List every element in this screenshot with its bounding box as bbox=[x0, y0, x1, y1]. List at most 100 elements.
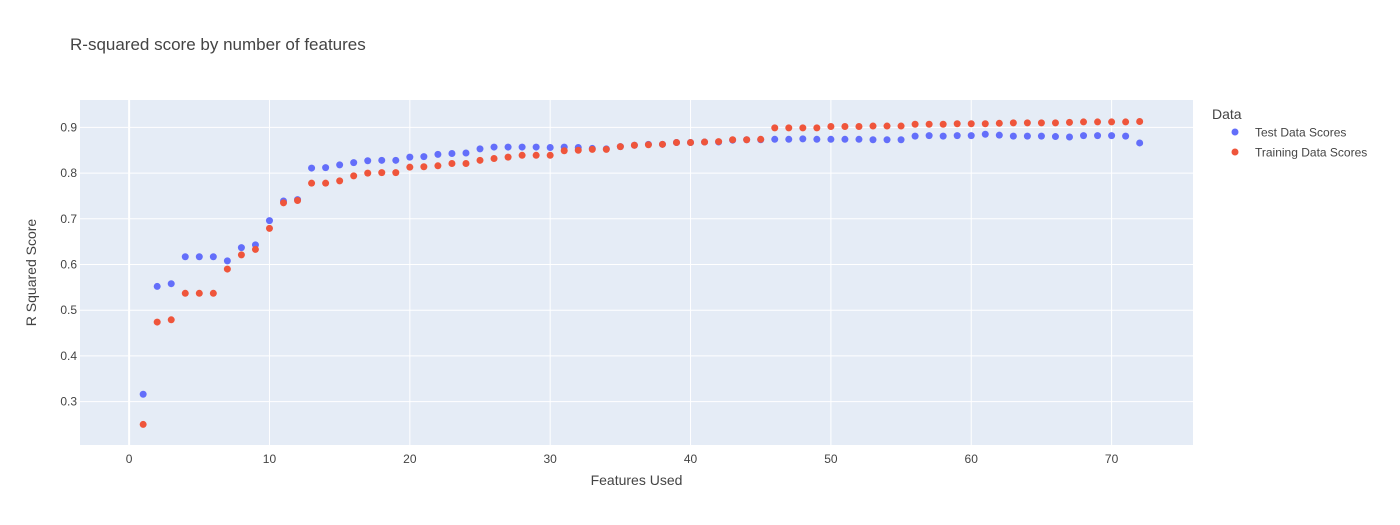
train-point[interactable] bbox=[1023, 119, 1031, 127]
train-point[interactable] bbox=[462, 160, 470, 168]
train-point[interactable] bbox=[827, 123, 835, 131]
train-point[interactable] bbox=[588, 145, 596, 153]
test-point[interactable] bbox=[364, 157, 372, 165]
test-point[interactable] bbox=[1108, 132, 1116, 140]
test-point[interactable] bbox=[406, 153, 414, 161]
test-point[interactable] bbox=[518, 143, 526, 151]
train-point[interactable] bbox=[981, 120, 989, 128]
train-point[interactable] bbox=[799, 124, 807, 132]
test-point[interactable] bbox=[925, 132, 933, 140]
test-point[interactable] bbox=[153, 282, 161, 290]
train-point[interactable] bbox=[1122, 118, 1130, 126]
train-point[interactable] bbox=[490, 154, 498, 162]
test-point[interactable] bbox=[167, 280, 175, 288]
train-point[interactable] bbox=[939, 120, 947, 128]
train-point[interactable] bbox=[883, 122, 891, 130]
train-point[interactable] bbox=[855, 123, 863, 131]
test-point[interactable] bbox=[1065, 133, 1073, 141]
train-point[interactable] bbox=[925, 120, 933, 128]
train-point[interactable] bbox=[771, 124, 779, 132]
test-point[interactable] bbox=[448, 149, 456, 157]
test-point[interactable] bbox=[827, 135, 835, 143]
train-point[interactable] bbox=[518, 151, 526, 159]
train-point[interactable] bbox=[1037, 119, 1045, 127]
train-point[interactable] bbox=[350, 172, 358, 180]
train-point[interactable] bbox=[364, 169, 372, 177]
legend-item-test[interactable]: Test Data Scores bbox=[1231, 126, 1347, 140]
train-point[interactable] bbox=[322, 179, 330, 187]
test-point[interactable] bbox=[967, 132, 975, 140]
train-point[interactable] bbox=[1051, 119, 1059, 127]
test-point[interactable] bbox=[897, 136, 905, 144]
train-point[interactable] bbox=[785, 124, 793, 132]
train-point[interactable] bbox=[1080, 118, 1088, 126]
train-point[interactable] bbox=[448, 160, 456, 168]
train-point[interactable] bbox=[630, 141, 638, 149]
test-point[interactable] bbox=[265, 217, 273, 225]
test-point[interactable] bbox=[490, 143, 498, 151]
train-point[interactable] bbox=[841, 123, 849, 131]
train-point[interactable] bbox=[967, 120, 975, 128]
test-point[interactable] bbox=[799, 135, 807, 143]
train-point[interactable] bbox=[476, 156, 484, 164]
train-point[interactable] bbox=[434, 162, 442, 170]
train-point[interactable] bbox=[1136, 117, 1144, 125]
test-point[interactable] bbox=[195, 253, 203, 261]
test-point[interactable] bbox=[223, 257, 231, 265]
train-point[interactable] bbox=[195, 289, 203, 297]
train-point[interactable] bbox=[532, 151, 540, 159]
plot-area[interactable] bbox=[80, 100, 1193, 445]
test-point[interactable] bbox=[420, 153, 428, 161]
train-point[interactable] bbox=[897, 122, 905, 130]
test-point[interactable] bbox=[981, 130, 989, 138]
test-point[interactable] bbox=[1080, 132, 1088, 140]
test-point[interactable] bbox=[181, 253, 189, 261]
train-point[interactable] bbox=[869, 122, 877, 130]
train-point[interactable] bbox=[139, 420, 147, 428]
test-point[interactable] bbox=[1051, 133, 1059, 141]
train-point[interactable] bbox=[308, 179, 316, 187]
train-point[interactable] bbox=[1108, 118, 1116, 126]
train-point[interactable] bbox=[644, 141, 652, 149]
test-point[interactable] bbox=[378, 156, 386, 164]
train-point[interactable] bbox=[658, 140, 666, 148]
train-point[interactable] bbox=[616, 143, 624, 151]
test-point[interactable] bbox=[855, 135, 863, 143]
train-point[interactable] bbox=[392, 169, 400, 177]
test-point[interactable] bbox=[462, 149, 470, 157]
test-point[interactable] bbox=[350, 159, 358, 167]
test-point[interactable] bbox=[139, 390, 147, 398]
train-point[interactable] bbox=[420, 163, 428, 171]
train-point[interactable] bbox=[995, 119, 1003, 127]
train-point[interactable] bbox=[237, 251, 245, 259]
train-point[interactable] bbox=[546, 151, 554, 159]
test-point[interactable] bbox=[336, 161, 344, 169]
test-point[interactable] bbox=[237, 244, 245, 252]
test-point[interactable] bbox=[1023, 132, 1031, 140]
test-point[interactable] bbox=[995, 131, 1003, 139]
train-point[interactable] bbox=[715, 138, 723, 146]
train-point[interactable] bbox=[406, 163, 414, 171]
test-point[interactable] bbox=[546, 144, 554, 152]
test-point[interactable] bbox=[504, 143, 512, 151]
train-point[interactable] bbox=[378, 169, 386, 177]
train-point[interactable] bbox=[911, 120, 919, 128]
test-point[interactable] bbox=[953, 132, 961, 140]
train-point[interactable] bbox=[251, 245, 259, 253]
test-point[interactable] bbox=[434, 150, 442, 158]
test-point[interactable] bbox=[869, 136, 877, 144]
train-point[interactable] bbox=[1065, 118, 1073, 126]
test-point[interactable] bbox=[785, 135, 793, 143]
train-point[interactable] bbox=[743, 136, 751, 144]
train-point[interactable] bbox=[602, 145, 610, 153]
test-point[interactable] bbox=[883, 136, 891, 144]
test-point[interactable] bbox=[1136, 139, 1144, 147]
train-point[interactable] bbox=[574, 146, 582, 154]
train-point[interactable] bbox=[701, 138, 709, 146]
test-point[interactable] bbox=[308, 164, 316, 172]
train-point[interactable] bbox=[280, 199, 288, 207]
train-point[interactable] bbox=[1094, 118, 1102, 126]
train-point[interactable] bbox=[813, 124, 821, 132]
legend-item-train[interactable]: Training Data Scores bbox=[1231, 146, 1368, 160]
test-point[interactable] bbox=[911, 132, 919, 140]
